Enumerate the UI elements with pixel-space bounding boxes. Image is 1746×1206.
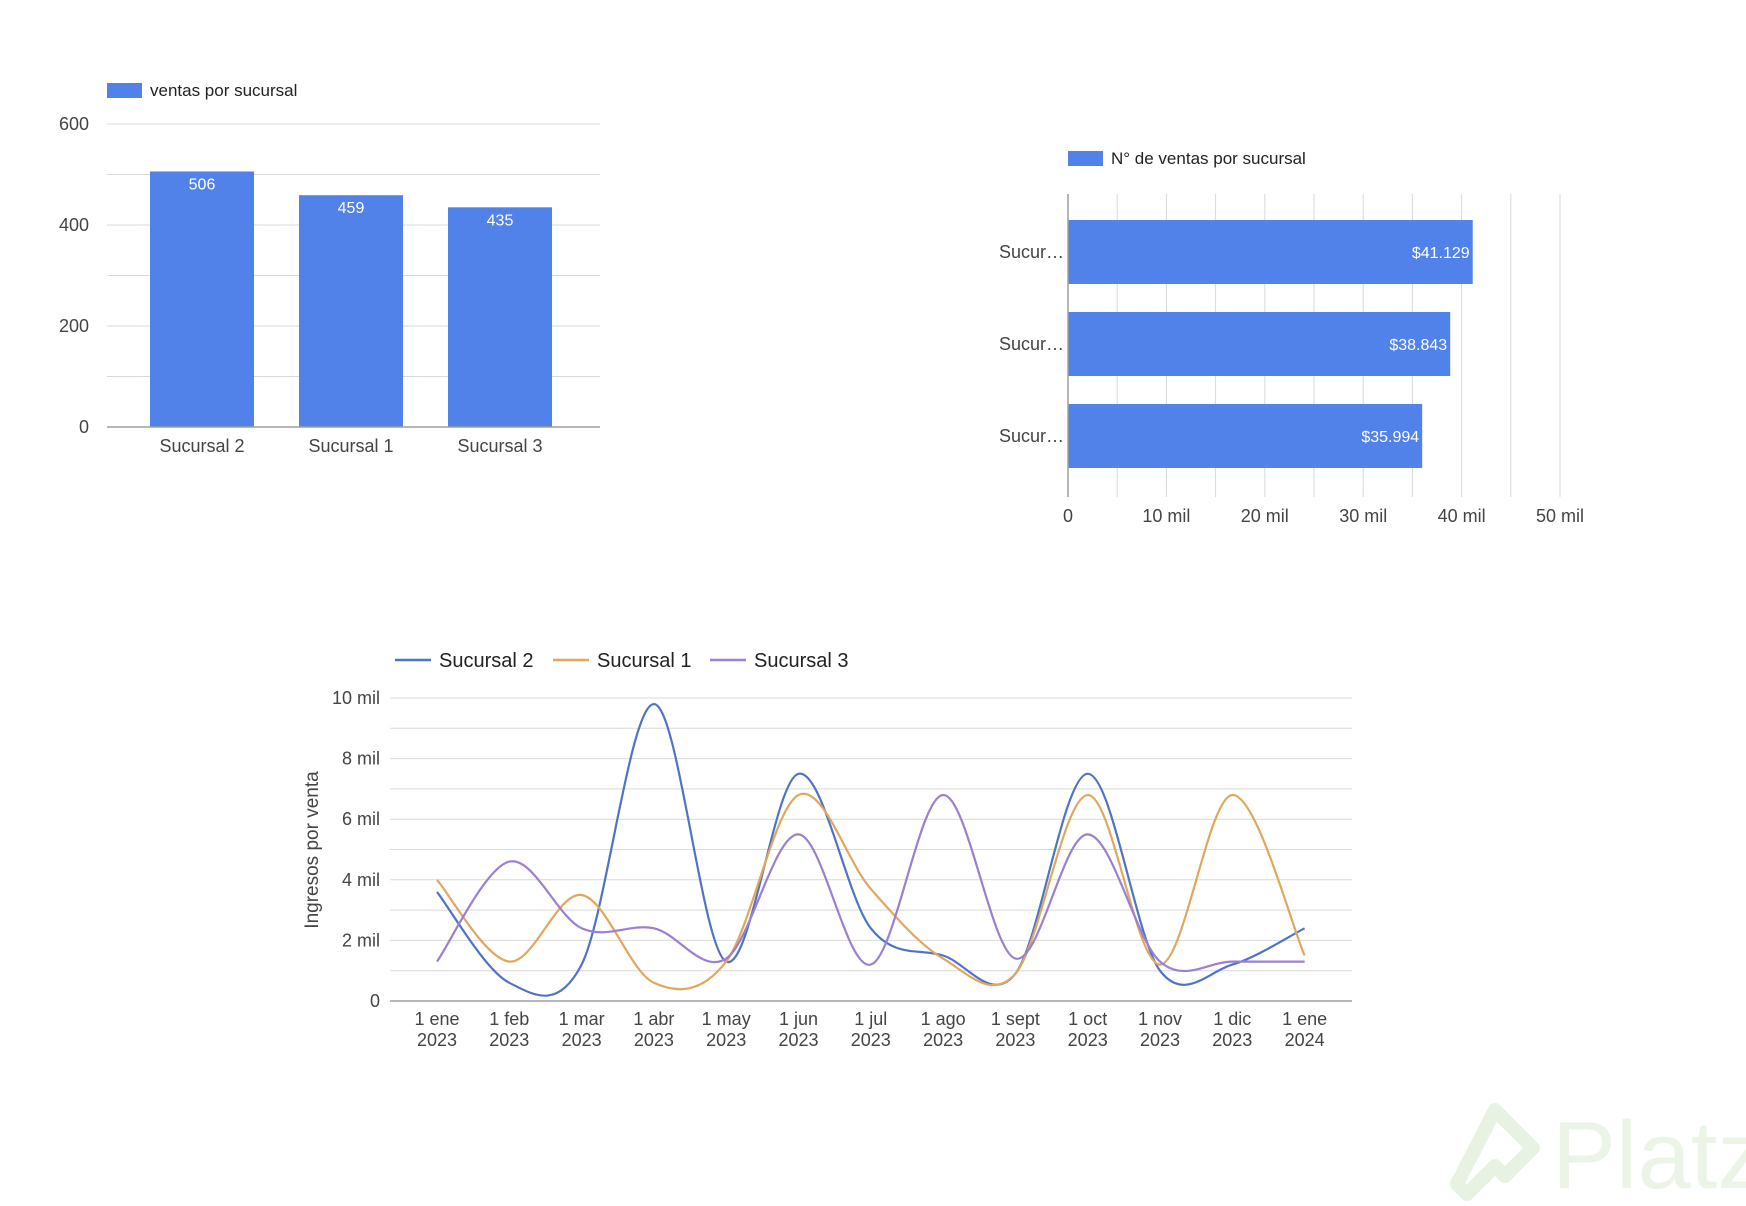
x-axis-ticks: 1 ene 2023 1 feb 2023 1 mar 2023 1 abr 2023 1 ma… [414, 1009, 1327, 1050]
x-tick-label: 1 dic 2023 [1212, 1009, 1252, 1050]
bar-value-label: 435 [487, 212, 514, 229]
y-tick-label: 6 mil [342, 809, 380, 829]
x-tick-label: 1 feb 2023 [489, 1009, 529, 1050]
x-axis-ticks: 0 10 mil 20 mil 30 mil 40 mil 50 mil [1063, 506, 1584, 526]
bars: $41.129 $38.843 $35.994 [1068, 220, 1473, 468]
bar-value-label: 459 [338, 200, 365, 217]
platzi-watermark: Platzi [1450, 1102, 1746, 1206]
x-tick-label: 30 mil [1339, 506, 1387, 526]
vertical-bar-chart: ventas por sucursal 0 200 400 600 506 459 435… [59, 81, 600, 456]
bar [1068, 220, 1473, 284]
x-tick-label: 1 abr 2023 [633, 1009, 674, 1050]
x-tick-label: 1 ago 2023 [921, 1009, 966, 1050]
bar [150, 171, 254, 427]
x-tick-label: 20 mil [1241, 506, 1289, 526]
x-axis-ticks: Sucursal 2 Sucursal 1 Sucursal 3 [159, 436, 542, 456]
x-tick-label: 1 may 2023 [702, 1009, 751, 1050]
legend-label: Sucursal 3 [754, 650, 849, 672]
x-tick-label: 40 mil [1438, 506, 1486, 526]
bar [448, 207, 552, 427]
bar-value-label: $35.994 [1361, 429, 1419, 446]
legend-label: Sucursal 1 [597, 650, 692, 672]
gridlines [390, 697, 1352, 972]
y-tick-label: 200 [59, 316, 89, 336]
x-tick-label: 1 jul 2023 [851, 1009, 891, 1050]
x-tick-label: 1 ene 2024 [1282, 1009, 1327, 1050]
series-line [436, 702, 1306, 997]
y-tick-label: Sucur… [999, 426, 1064, 446]
x-tick-label: 1 sept 2023 [991, 1009, 1040, 1050]
legend-swatch [107, 83, 142, 98]
line-chart: Sucursal 2 Sucursal 1 Sucursal 3 0 2 mil 4 m… [302, 650, 1352, 1050]
x-tick-label: Sucursal 3 [457, 436, 542, 456]
y-axis-ticks: Sucur… Sucur… Sucur… [999, 242, 1064, 446]
bars: 506 459 435 [150, 171, 552, 427]
y-tick-label: 8 mil [342, 749, 380, 769]
legend-label: N° de ventas por sucursal [1111, 149, 1306, 168]
x-tick-label: 50 mil [1536, 506, 1584, 526]
x-tick-label: Sucursal 2 [159, 436, 244, 456]
series-line [436, 793, 1305, 973]
horizontal-bar-chart: N° de ventas por sucursal $41.129 $38.843… [999, 149, 1584, 526]
y-axis-ticks: 0 200 400 600 [59, 114, 89, 437]
x-tick-label: Sucursal 1 [308, 436, 393, 456]
y-tick-label: 10 mil [332, 688, 380, 708]
x-tick-label: 1 mar 2023 [559, 1009, 605, 1050]
y-tick-label: 400 [59, 215, 89, 235]
platzi-logo-icon [1450, 1103, 1540, 1201]
y-tick-label: 4 mil [342, 870, 380, 890]
series-line [436, 792, 1306, 991]
y-axis-ticks: 0 2 mil 4 mil 6 mil 8 mil 10 mil [332, 688, 380, 1011]
bar [1068, 404, 1423, 468]
y-tick-label: 600 [59, 114, 89, 134]
x-tick-label: 10 mil [1142, 506, 1190, 526]
x-tick-label: 1 ene 2023 [414, 1009, 459, 1050]
bar [1068, 312, 1451, 376]
x-tick-label: 1 oct 2023 [1068, 1009, 1108, 1050]
y-tick-label: 2 mil [342, 930, 380, 950]
y-tick-label: Sucur… [999, 334, 1064, 354]
bar-value-label: $41.129 [1412, 245, 1470, 262]
y-tick-label: 0 [79, 417, 89, 437]
legend: Sucursal 2 Sucursal 1 Sucursal 3 [395, 650, 849, 672]
x-tick-label: 0 [1063, 506, 1073, 526]
legend-label: ventas por sucursal [150, 81, 297, 100]
series-lines [436, 702, 1306, 997]
legend-swatch [1068, 151, 1103, 166]
x-tick-label: 1 nov 2023 [1138, 1009, 1182, 1050]
watermark-text: Platzi [1552, 1102, 1746, 1206]
bar [299, 195, 403, 427]
x-tick-label: 1 jun 2023 [778, 1009, 818, 1050]
bar-value-label: 506 [189, 176, 216, 193]
y-tick-label: Sucur… [999, 242, 1064, 262]
bar-value-label: $38.843 [1389, 337, 1447, 354]
y-tick-label: 0 [370, 991, 380, 1011]
y-axis-label: Ingresos por venta [302, 771, 323, 929]
legend-label: Sucursal 2 [439, 650, 534, 672]
